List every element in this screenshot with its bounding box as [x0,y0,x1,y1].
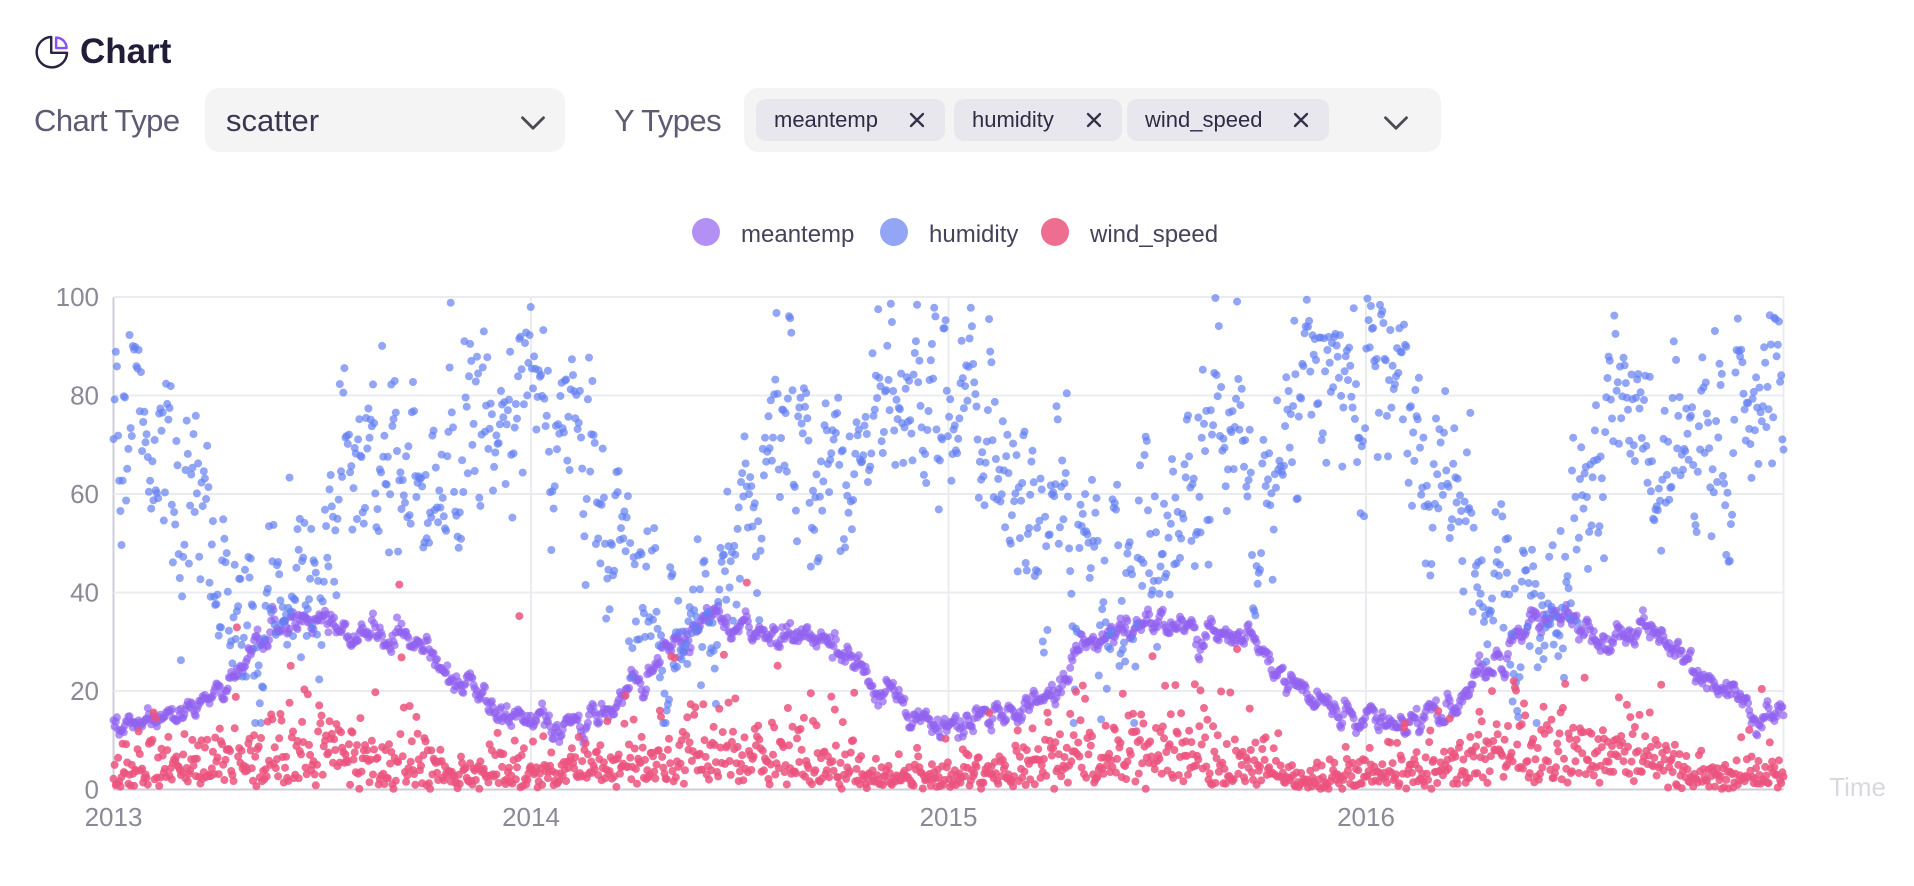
svg-text:100: 100 [56,282,99,312]
svg-text:2013: 2013 [85,802,143,832]
svg-text:40: 40 [70,578,99,608]
svg-text:80: 80 [70,381,99,411]
svg-text:2014: 2014 [502,802,560,832]
svg-text:20: 20 [70,676,99,706]
svg-text:0: 0 [85,775,99,805]
svg-text:2015: 2015 [920,802,978,832]
svg-text:60: 60 [70,479,99,509]
svg-text:Time: Time [1829,772,1886,802]
svg-text:2016: 2016 [1337,802,1395,832]
